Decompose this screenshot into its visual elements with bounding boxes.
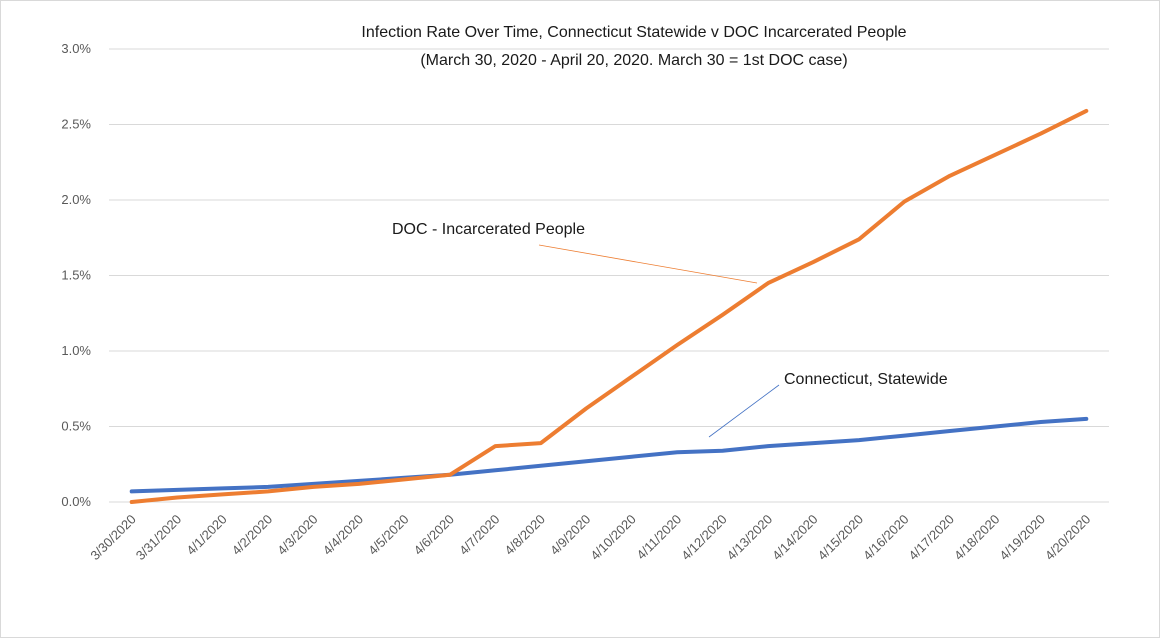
x-tick-label: 4/3/2020 — [274, 512, 320, 558]
annotation-label-statewide: Connecticut, Statewide — [784, 371, 948, 388]
y-tick-label: 2.5% — [61, 117, 91, 132]
x-tick-label: 4/15/2020 — [815, 512, 867, 564]
series-lines — [132, 111, 1087, 502]
y-tick-label: 1.0% — [61, 343, 91, 358]
x-tick-label: 4/17/2020 — [906, 512, 958, 564]
x-tick-label: 4/16/2020 — [860, 512, 912, 564]
y-tick-label: 3.0% — [61, 41, 91, 56]
series-line-doc — [132, 111, 1087, 502]
gridlines — [109, 49, 1109, 502]
chart-subtitle: (March 30, 2020 - April 20, 2020. March … — [420, 52, 847, 69]
x-tick-label: 3/30/2020 — [87, 512, 139, 564]
x-tick-label: 4/7/2020 — [456, 512, 502, 558]
x-tick-label: 4/12/2020 — [678, 512, 730, 564]
annotation-leader-doc — [539, 245, 757, 283]
x-tick-label: 4/2/2020 — [229, 512, 275, 558]
x-tick-label: 4/8/2020 — [502, 512, 548, 558]
annotation-leader-statewide — [709, 385, 779, 437]
y-axis-ticks: 0.0% 0.5% 1.0% 1.5% 2.0% 2.5% 3.0% — [61, 41, 91, 509]
x-tick-label: 4/13/2020 — [724, 512, 776, 564]
x-tick-label: 4/10/2020 — [587, 512, 639, 564]
x-tick-label: 4/18/2020 — [951, 512, 1003, 564]
x-tick-label: 4/6/2020 — [411, 512, 457, 558]
x-tick-label: 4/19/2020 — [996, 512, 1048, 564]
x-tick-label: 4/14/2020 — [769, 512, 821, 564]
y-tick-label: 0.5% — [61, 419, 91, 434]
chart-title: Infection Rate Over Time, Connecticut St… — [361, 24, 906, 41]
y-tick-label: 1.5% — [61, 268, 91, 283]
annotations: DOC - Incarcerated People Connecticut, S… — [392, 221, 948, 437]
y-tick-label: 0.0% — [61, 494, 91, 509]
x-tick-label: 4/11/2020 — [633, 512, 684, 563]
x-tick-label: 3/31/2020 — [133, 512, 185, 564]
y-tick-label: 2.0% — [61, 192, 91, 207]
x-tick-label: 4/4/2020 — [320, 512, 366, 558]
x-tick-label: 4/5/2020 — [365, 512, 411, 558]
x-tick-label: 4/9/2020 — [547, 512, 593, 558]
annotation-label-doc: DOC - Incarcerated People — [392, 221, 585, 238]
x-tick-label: 4/1/2020 — [183, 512, 229, 558]
series-line-statewide — [132, 419, 1087, 492]
x-tick-label: 4/20/2020 — [1042, 512, 1094, 564]
